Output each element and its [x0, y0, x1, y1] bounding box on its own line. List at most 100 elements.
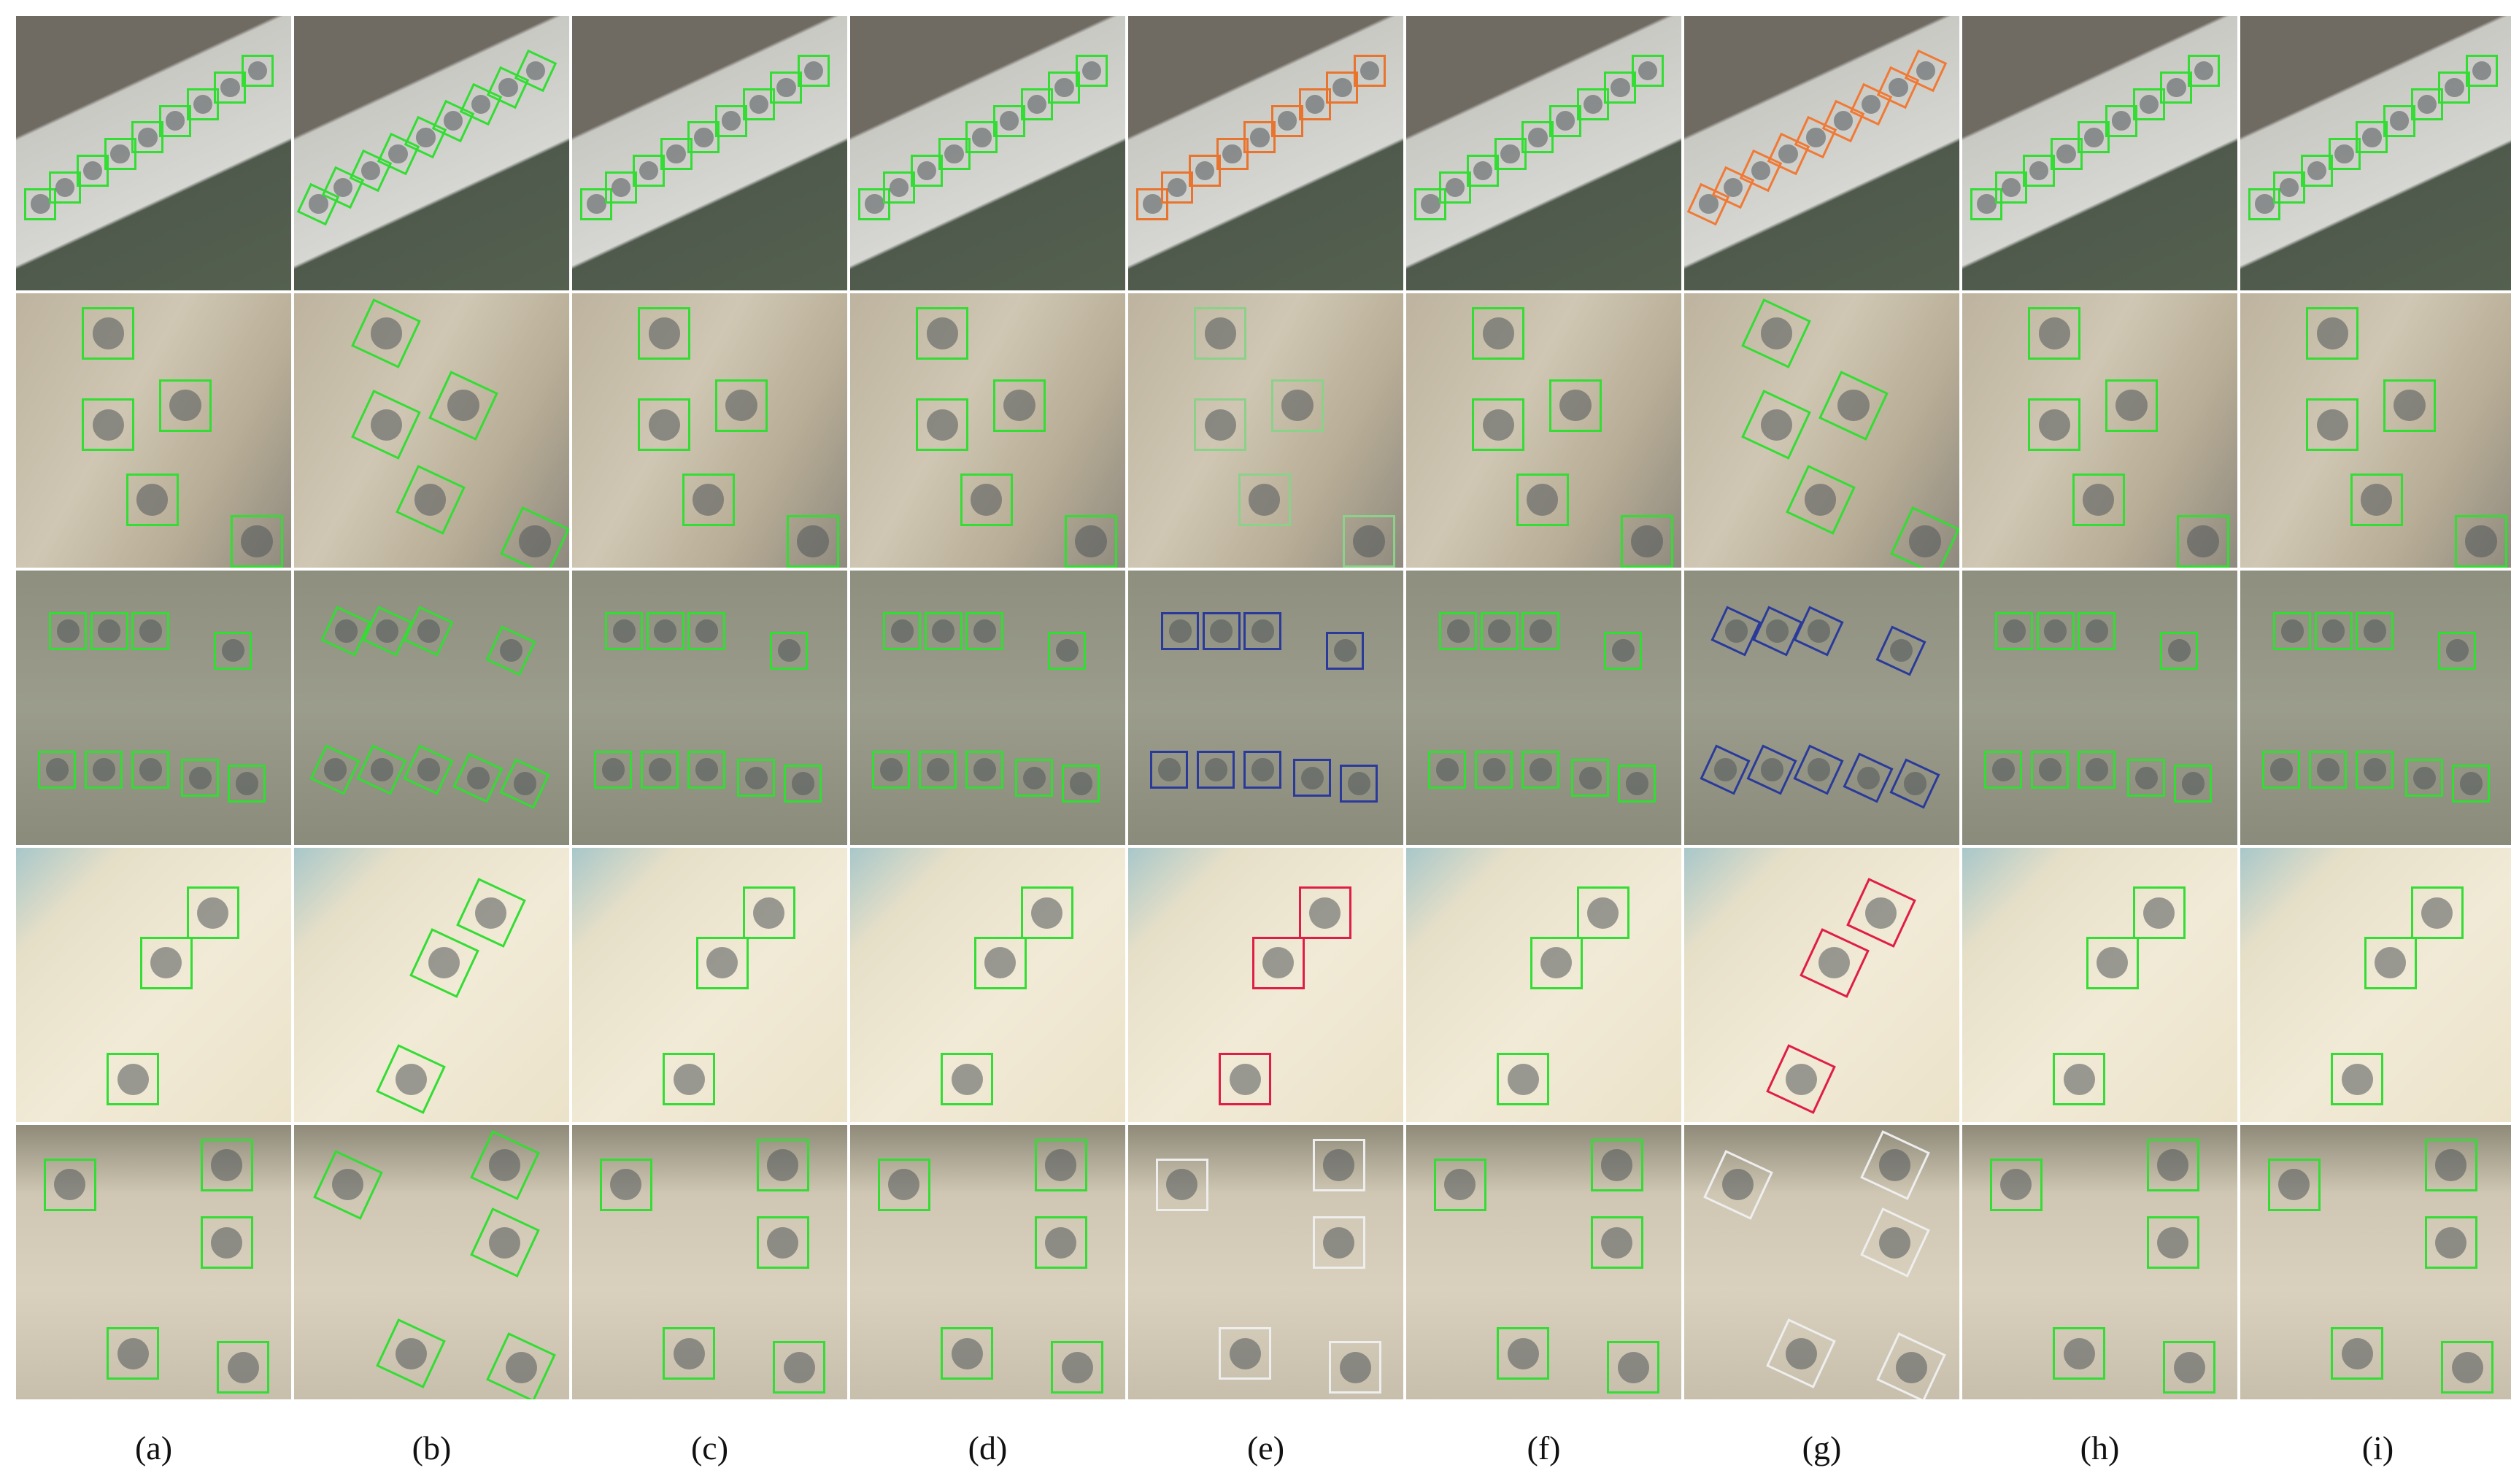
aircraft: [2002, 177, 2021, 197]
detection-box: [131, 612, 170, 650]
detection-box: [2314, 612, 2353, 650]
detection-box: [1472, 307, 1525, 360]
aircraft: [1617, 1351, 1649, 1383]
panel-label: (i): [2361, 1429, 2394, 1466]
detection-box: [1607, 1341, 1660, 1394]
detection-box: [872, 751, 911, 789]
detection-box: [1048, 631, 1087, 670]
detection-box: [1329, 1341, 1382, 1394]
detection-box: [638, 307, 691, 360]
aircraft: [210, 1149, 243, 1181]
detection-box: [2438, 72, 2471, 104]
aircraft: [1339, 1351, 1371, 1383]
image-tile: [572, 1125, 847, 1399]
aircraft: [2173, 1351, 2205, 1383]
aircraft: [587, 194, 606, 214]
aircraft: [169, 390, 201, 422]
detection-box: [200, 1216, 253, 1269]
image-tile: [850, 293, 1125, 568]
detection-box: [941, 1327, 994, 1380]
detection-box: [1298, 88, 1331, 120]
aircraft: [2187, 525, 2219, 557]
detection-box: [1571, 759, 1610, 797]
detection-box: [181, 759, 220, 797]
aircraft: [1856, 766, 1880, 789]
aircraft: [1529, 619, 1552, 643]
detection-box: [1799, 927, 1870, 998]
aircraft: [2445, 639, 2469, 662]
aircraft: [2341, 1063, 2373, 1095]
detection-box: [395, 465, 466, 535]
image-tile: [1962, 848, 2237, 1122]
detection-box: [641, 751, 679, 789]
detection-box: [2050, 138, 2083, 171]
detection-box: [605, 612, 644, 650]
detection-box: [1497, 1327, 1550, 1380]
detection-box: [24, 188, 57, 220]
aircraft: [2156, 1149, 2189, 1181]
aircraft: [926, 317, 959, 349]
detection-box: [1521, 751, 1560, 789]
aircraft: [2143, 897, 2175, 929]
detection-box: [787, 515, 840, 568]
detection-box: [1076, 55, 1108, 88]
aircraft: [1305, 94, 1324, 114]
detection-box: [1604, 631, 1643, 670]
aircraft: [136, 484, 169, 516]
aircraft: [1322, 1149, 1355, 1181]
aircraft: [1500, 144, 1520, 164]
detection-box: [784, 765, 822, 803]
aircraft: [1865, 897, 1897, 929]
aircraft: [1446, 619, 1470, 643]
aircraft: [1333, 639, 1357, 662]
detection-box: [756, 1216, 809, 1269]
aircraft: [1909, 525, 1941, 557]
aircraft: [2038, 758, 2061, 781]
aircraft: [98, 619, 121, 643]
aircraft: [648, 317, 681, 349]
detection-box: [1590, 1216, 1643, 1269]
image-tile: [572, 293, 847, 568]
detection-box: [1065, 515, 1118, 568]
aircraft: [694, 128, 714, 147]
aircraft: [2316, 317, 2349, 349]
detection-box: [1621, 515, 1674, 568]
image-tile: [294, 1125, 569, 1399]
detection-box: [1746, 744, 1797, 795]
aircraft: [2451, 1351, 2483, 1383]
image-tile: [2240, 1125, 2511, 1399]
aircraft: [926, 758, 949, 781]
aircraft: [1157, 758, 1181, 781]
detection-box: [82, 307, 135, 360]
detection-box: [409, 927, 479, 998]
detection-box: [1480, 612, 1519, 650]
aircraft: [1229, 1337, 1261, 1369]
aircraft: [1903, 772, 1926, 795]
detection-box: [1062, 765, 1100, 803]
aircraft: [1722, 1169, 1754, 1201]
aircraft: [783, 1351, 815, 1383]
image-tile: [1128, 571, 1403, 845]
detection-box: [1521, 121, 1554, 154]
aircraft: [803, 61, 824, 81]
detection-box: [107, 1053, 160, 1106]
detection-box: [2455, 515, 2508, 568]
aircraft: [1353, 525, 1385, 557]
detection-box: [632, 155, 665, 187]
image-tile: [850, 848, 1125, 1122]
aircraft: [1347, 772, 1370, 795]
aircraft: [766, 1226, 799, 1259]
aircraft: [2394, 390, 2426, 422]
detection-box: [2022, 155, 2055, 187]
aircraft: [1807, 619, 1830, 643]
aircraft: [1249, 484, 1281, 516]
aircraft: [1075, 525, 1107, 557]
aircraft: [54, 1169, 86, 1201]
aircraft: [2134, 766, 2158, 789]
aircraft: [1031, 897, 1063, 929]
aircraft: [1991, 758, 2015, 781]
detection-box: [1312, 1139, 1365, 1191]
detection-box: [2163, 1341, 2216, 1394]
detection-box: [485, 625, 536, 676]
detection-box: [1618, 765, 1656, 803]
